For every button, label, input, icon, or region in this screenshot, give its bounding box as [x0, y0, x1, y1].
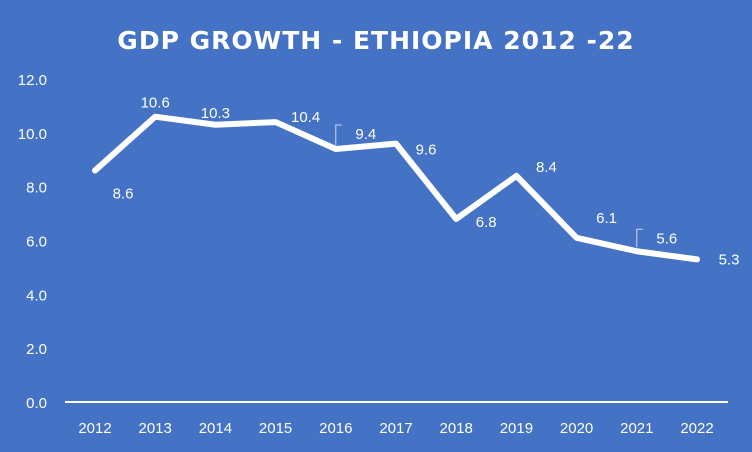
- x-tick-label: 2012: [78, 420, 111, 437]
- data-label: 10.4: [291, 109, 320, 126]
- y-tick-label: 6.0: [26, 234, 47, 251]
- x-tick-label: 2019: [500, 420, 533, 437]
- x-tick-label: 2021: [620, 420, 653, 437]
- y-tick-label: 2.0: [26, 341, 47, 358]
- data-label: 5.3: [719, 251, 740, 268]
- x-tick-label: 2018: [440, 420, 473, 437]
- y-axis: 0.0 2.0 4.0 6.0 8.0 10.0 12.0: [18, 72, 47, 412]
- data-label: 8.6: [113, 186, 134, 203]
- x-tick-label: 2020: [560, 420, 593, 437]
- data-labels: 8.6 10.6 10.3 10.4 9.4 9.6 6.8 8.4 6.1 5.6 5.3: [113, 95, 740, 269]
- data-label: 5.6: [656, 230, 677, 247]
- x-tick-label: 2022: [680, 420, 713, 437]
- data-label: 6.1: [596, 210, 617, 227]
- x-axis: 2012 2013 2014 2015 2016 2017 2018 2019 2020 2021…: [78, 420, 713, 437]
- x-tick-label: 2013: [139, 420, 172, 437]
- data-label: 8.4: [536, 159, 557, 176]
- x-tick-label: 2017: [379, 420, 412, 437]
- data-label: 9.4: [355, 126, 376, 143]
- y-tick-label: 10.0: [18, 126, 47, 143]
- drop-lines: [94, 116, 698, 402]
- y-tick-label: 4.0: [26, 287, 47, 304]
- leader-line: [335, 124, 342, 145]
- data-label: 6.8: [476, 214, 497, 231]
- chart-title: GDP GROWTH - ETHIOPIA 2012 -22: [117, 26, 634, 55]
- y-tick-label: 12.0: [18, 72, 47, 89]
- data-label: 10.6: [141, 95, 170, 112]
- data-label: 9.6: [416, 142, 437, 159]
- x-tick-label: 2014: [199, 420, 232, 437]
- y-tick-label: 0.0: [26, 395, 47, 412]
- x-tick-label: 2015: [259, 420, 292, 437]
- x-tick-label: 2016: [319, 420, 352, 437]
- data-label: 10.3: [201, 105, 230, 122]
- series-line-gdp-growth: [92, 113, 700, 263]
- y-tick-label: 8.0: [26, 180, 47, 197]
- leader-line: [636, 228, 643, 248]
